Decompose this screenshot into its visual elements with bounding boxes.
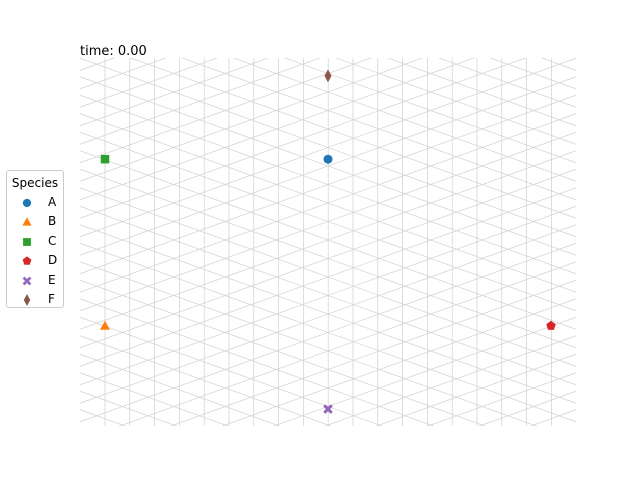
chart-title: time: 0.00 xyxy=(80,44,147,59)
legend-item-d: D xyxy=(7,251,63,269)
legend-marker-d-icon xyxy=(22,256,32,265)
grid-line-diagonal xyxy=(80,428,576,480)
grid-line-diagonal xyxy=(80,58,270,127)
legend-label: A xyxy=(48,195,57,209)
grid-line-diagonal xyxy=(80,0,576,33)
legend-marker-shape xyxy=(23,237,31,246)
grid-line-diagonal xyxy=(478,390,576,426)
grid-line-diagonal xyxy=(335,58,576,145)
legend-item-e: E xyxy=(7,271,63,289)
grid-line-diagonal xyxy=(80,353,281,426)
grid-line-diagonal xyxy=(272,316,576,426)
grid-line-diagonal xyxy=(80,390,178,426)
legend-marker-e-icon xyxy=(22,276,32,286)
data-point-b xyxy=(100,320,110,330)
grid-line-diagonal xyxy=(438,58,576,108)
data-point-f xyxy=(324,69,332,83)
grid-line-diagonal xyxy=(80,58,576,238)
grid-line-diagonal xyxy=(80,113,576,293)
grid-line-diagonal xyxy=(80,58,475,201)
grid-line-diagonal xyxy=(426,372,576,426)
data-point-a xyxy=(323,154,333,164)
data-point-d xyxy=(546,320,556,330)
grid-line-diagonal xyxy=(80,242,576,423)
grid-line-diagonal xyxy=(80,58,218,108)
grid-line-diagonal xyxy=(80,0,576,15)
data-points xyxy=(100,69,556,414)
grid-line-diagonal xyxy=(80,58,321,145)
grid-line-diagonal xyxy=(80,131,576,312)
grid-line-diagonal xyxy=(386,58,576,127)
grid-line-diagonal xyxy=(80,94,576,275)
grid-line-diagonal xyxy=(170,279,576,426)
legend-marker-b-icon xyxy=(22,217,32,227)
legend-label: C xyxy=(48,233,57,248)
grid-line-diagonal xyxy=(80,428,576,480)
legend-marker-c-icon xyxy=(23,237,31,246)
grid-line-diagonal xyxy=(80,0,576,52)
grid-line-diagonal xyxy=(80,0,576,33)
legend-marker-a-icon xyxy=(22,198,32,208)
grid-line-diagonal xyxy=(80,76,576,256)
grid-line-diagonal xyxy=(118,261,576,426)
legend-marker-shape xyxy=(22,217,32,227)
grid-line-diagonal xyxy=(80,187,576,367)
grid-line-diagonal xyxy=(80,465,576,480)
legend-label: B xyxy=(48,214,57,229)
data-point-c xyxy=(100,154,110,164)
legend-marker-shape xyxy=(22,198,32,208)
grid-line-diagonal xyxy=(80,447,576,480)
legend-label: F xyxy=(48,292,55,306)
legend-item-a: A xyxy=(7,193,63,211)
grid-line-diagonal xyxy=(80,168,576,349)
grid-line-diagonal xyxy=(80,0,576,15)
data-point-e xyxy=(323,404,333,414)
grid-line-diagonal xyxy=(80,150,576,330)
legend-label: E xyxy=(48,272,56,287)
legend-marker-shape xyxy=(22,276,32,286)
grid-line-diagonal xyxy=(80,447,576,480)
legend-marker-shape xyxy=(23,294,31,306)
grid-line-diagonal xyxy=(489,58,576,90)
legend-item-c: C xyxy=(7,232,63,250)
grid-line-diagonal xyxy=(324,335,576,426)
legend-item-f: F xyxy=(7,290,63,308)
grid-line-diagonal xyxy=(80,58,527,219)
grid-line-diagonal xyxy=(80,0,576,52)
grid-line-diagonal xyxy=(80,224,576,404)
grid-line-diagonal xyxy=(80,205,576,386)
legend-item-b: B xyxy=(7,212,63,230)
grid-line-diagonal xyxy=(80,58,167,90)
legend-label: D xyxy=(48,253,58,268)
legend-title: Species xyxy=(11,176,59,190)
grid-line-diagonal xyxy=(80,58,424,182)
grid-line-diagonal xyxy=(80,372,230,426)
grid-line-diagonal xyxy=(80,465,576,480)
legend-marker-shape xyxy=(22,256,32,265)
grid-line-diagonal xyxy=(375,353,576,426)
grid-line-diagonal xyxy=(221,298,576,426)
legend-marker-f-icon xyxy=(23,294,31,306)
